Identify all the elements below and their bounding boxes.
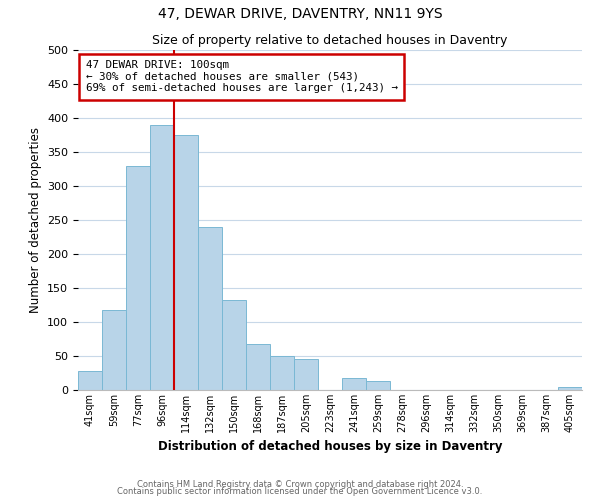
X-axis label: Distribution of detached houses by size in Daventry: Distribution of detached houses by size … [158, 440, 502, 454]
Text: 47, DEWAR DRIVE, DAVENTRY, NN11 9YS: 47, DEWAR DRIVE, DAVENTRY, NN11 9YS [158, 8, 442, 22]
Text: Contains public sector information licensed under the Open Government Licence v3: Contains public sector information licen… [118, 487, 482, 496]
Text: Contains HM Land Registry data © Crown copyright and database right 2024.: Contains HM Land Registry data © Crown c… [137, 480, 463, 489]
Title: Size of property relative to detached houses in Daventry: Size of property relative to detached ho… [152, 34, 508, 48]
Bar [342, 378, 366, 390]
Bar [126, 166, 150, 390]
Bar [270, 356, 294, 390]
Bar [198, 227, 222, 390]
Y-axis label: Number of detached properties: Number of detached properties [29, 127, 41, 313]
Text: 47 DEWAR DRIVE: 100sqm
← 30% of detached houses are smaller (543)
69% of semi-de: 47 DEWAR DRIVE: 100sqm ← 30% of detached… [86, 60, 398, 94]
Bar [222, 300, 246, 390]
Bar [150, 125, 174, 390]
Bar [246, 344, 270, 390]
Bar [78, 371, 102, 390]
Bar [174, 135, 198, 390]
Bar [102, 310, 126, 390]
Bar [294, 358, 318, 390]
Bar [366, 381, 390, 390]
Bar [558, 386, 582, 390]
